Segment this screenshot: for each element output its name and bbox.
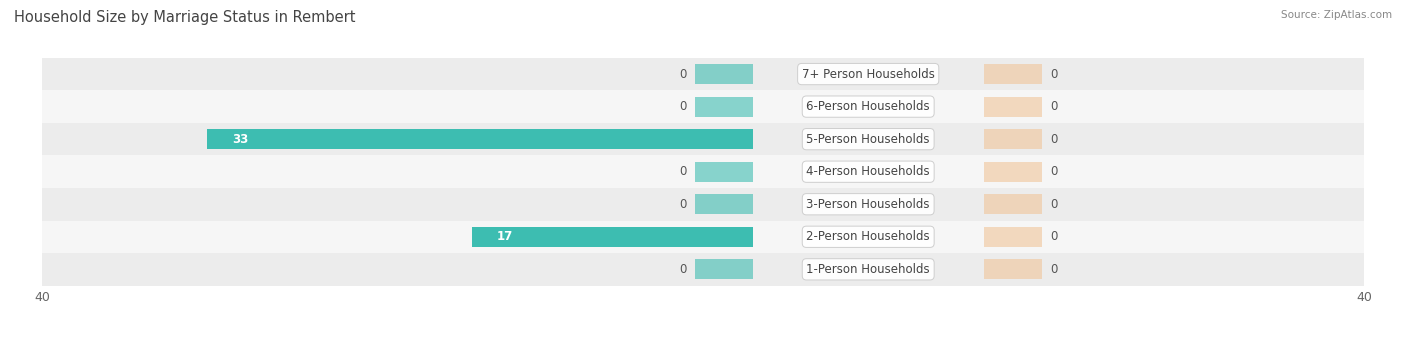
Bar [42, 253, 1364, 286]
Text: 33: 33 [232, 133, 249, 146]
Bar [695, 64, 752, 84]
Bar [984, 227, 1042, 247]
Text: 0: 0 [679, 263, 686, 276]
Bar [984, 97, 1042, 117]
Bar [984, 259, 1042, 279]
Text: 0: 0 [1050, 230, 1057, 243]
Bar [984, 194, 1042, 214]
Bar [695, 162, 752, 182]
Text: 1-Person Households: 1-Person Households [807, 263, 929, 276]
Bar [695, 97, 752, 117]
Bar [695, 194, 752, 214]
Bar [42, 155, 1364, 188]
Text: Source: ZipAtlas.com: Source: ZipAtlas.com [1281, 10, 1392, 20]
Bar [42, 221, 1364, 253]
Bar [208, 129, 752, 149]
Bar [984, 129, 1042, 149]
Text: 0: 0 [1050, 133, 1057, 146]
Text: 0: 0 [679, 100, 686, 113]
Text: 2-Person Households: 2-Person Households [807, 230, 929, 243]
Text: 0: 0 [679, 165, 686, 178]
Bar [471, 227, 752, 247]
Text: 0: 0 [1050, 165, 1057, 178]
Text: 0: 0 [679, 68, 686, 81]
Text: 0: 0 [1050, 198, 1057, 211]
Text: 4-Person Households: 4-Person Households [807, 165, 929, 178]
Text: Household Size by Marriage Status in Rembert: Household Size by Marriage Status in Rem… [14, 10, 356, 25]
Bar [984, 64, 1042, 84]
Text: 0: 0 [1050, 263, 1057, 276]
Text: 17: 17 [496, 230, 513, 243]
Text: 3-Person Households: 3-Person Households [807, 198, 929, 211]
Text: 6-Person Households: 6-Person Households [807, 100, 929, 113]
Text: 7+ Person Households: 7+ Person Households [801, 68, 935, 81]
Bar [984, 162, 1042, 182]
Bar [42, 58, 1364, 90]
Text: 0: 0 [1050, 68, 1057, 81]
Text: 0: 0 [1050, 100, 1057, 113]
Bar [42, 90, 1364, 123]
Bar [42, 188, 1364, 221]
Bar [42, 123, 1364, 155]
Text: 0: 0 [679, 198, 686, 211]
Bar [695, 259, 752, 279]
Text: 5-Person Households: 5-Person Households [807, 133, 929, 146]
